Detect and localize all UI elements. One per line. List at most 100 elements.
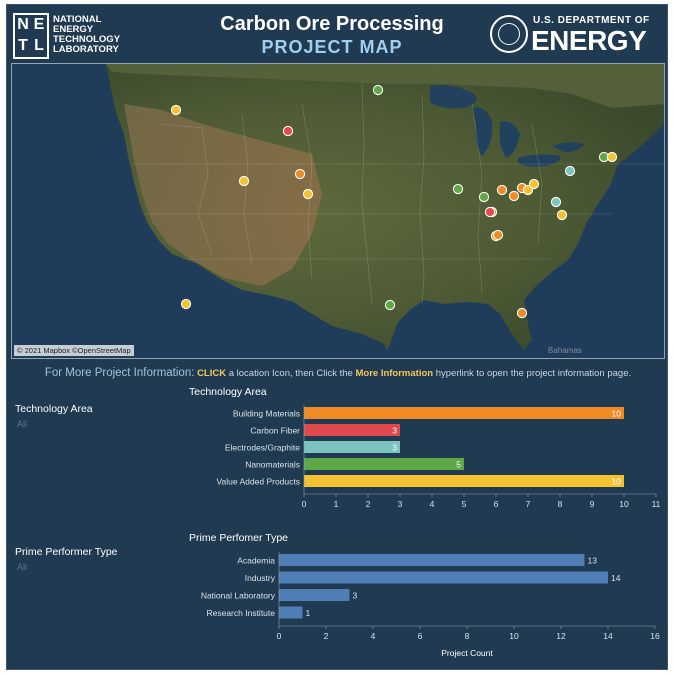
header: N E T L NATIONAL ENERGY TECHNOLOGY LABOR… — [7, 5, 669, 63]
netl-line: LABORATORY — [53, 44, 119, 55]
category-label: Academia — [237, 556, 275, 566]
info-lead: For More Project Information: — [44, 367, 195, 379]
location-marker[interactable] — [484, 206, 496, 218]
location-marker[interactable] — [556, 209, 568, 221]
tick-label: 2 — [324, 631, 329, 641]
place-label: Bahamas — [548, 346, 582, 355]
data-label: 10 — [612, 477, 622, 487]
doe-energy-label: ENERGY — [531, 25, 647, 56]
category-label: Building Materials — [233, 409, 300, 419]
bar[interactable] — [304, 424, 400, 436]
location-marker[interactable] — [522, 184, 534, 196]
data-label: 1 — [306, 608, 311, 618]
tech-chart-title: Technology Area — [189, 386, 267, 398]
map-attribution[interactable]: © 2021 Mapbox ©OpenStreetMap — [14, 345, 134, 356]
bar[interactable] — [279, 589, 350, 601]
doe-seal-icon — [490, 15, 528, 53]
tick-label: 0 — [277, 631, 282, 641]
tick-label: 1 — [334, 499, 339, 509]
tick-label: 2 — [366, 499, 371, 509]
bar[interactable] — [279, 571, 608, 584]
location-marker[interactable] — [170, 104, 182, 116]
location-marker[interactable] — [294, 168, 306, 180]
category-label: Value Added Products — [217, 477, 301, 487]
category-label: Industry — [245, 573, 276, 583]
tick-label: 7 — [526, 499, 531, 509]
location-marker[interactable] — [550, 196, 562, 208]
location-marker[interactable] — [302, 188, 314, 200]
category-label: Research Institute — [206, 608, 275, 618]
tick-label: 8 — [558, 499, 563, 509]
location-marker[interactable] — [238, 175, 250, 187]
bar[interactable] — [304, 441, 400, 453]
location-marker[interactable] — [180, 298, 192, 310]
category-label: National Laboratory — [201, 591, 276, 601]
location-marker[interactable] — [496, 184, 508, 196]
western-terrain — [124, 104, 322, 286]
state-borders — [132, 83, 664, 305]
location-marker[interactable] — [564, 165, 576, 177]
location-marker[interactable] — [508, 190, 520, 202]
location-marker[interactable] — [282, 125, 294, 137]
tick-label: 6 — [418, 631, 423, 641]
location-marker[interactable] — [528, 178, 540, 190]
marker-layer[interactable] — [170, 84, 618, 319]
tick-label: 10 — [619, 499, 629, 509]
location-marker[interactable] — [492, 229, 504, 241]
info-instructions: For More Project Information: CLICK a lo… — [7, 367, 669, 379]
netl-letter: L — [34, 37, 44, 54]
location-marker[interactable] — [478, 191, 490, 203]
data-label: 3 — [353, 591, 358, 601]
bar[interactable] — [304, 458, 464, 470]
tick-label: 4 — [430, 499, 435, 509]
map-canvas[interactable] — [12, 64, 664, 358]
location-marker[interactable] — [372, 84, 384, 96]
prime-performer-filter-label: Prime Performer Type — [15, 546, 118, 558]
location-marker[interactable] — [606, 151, 618, 163]
info-mid: a location Icon, then Click the — [226, 368, 356, 379]
bar[interactable] — [304, 407, 624, 419]
prime-performer-filter-value[interactable]: All — [17, 562, 28, 572]
bar[interactable] — [304, 475, 624, 487]
data-label: 3 — [392, 443, 397, 453]
tech-area-filter-value[interactable]: All — [17, 419, 28, 429]
data-label: 3 — [392, 426, 397, 436]
netl-letter: E — [33, 16, 45, 33]
project-map[interactable]: Bahamas © 2021 Mapbox ©OpenStreetMap — [11, 63, 665, 359]
data-label: 13 — [588, 556, 598, 566]
netl-line: NATIONAL — [53, 14, 102, 25]
netl-letter: T — [18, 37, 28, 54]
tick-label: 16 — [650, 631, 660, 641]
location-marker[interactable] — [452, 183, 464, 195]
tick-label: 11 — [652, 499, 661, 509]
tick-label: 5 — [462, 499, 467, 509]
bar[interactable] — [279, 554, 585, 566]
info-more: More Information — [355, 368, 434, 379]
info-click: CLICK — [197, 368, 227, 379]
tick-label: 6 — [494, 499, 499, 509]
tick-label: 12 — [556, 631, 566, 641]
tick-label: 0 — [302, 499, 307, 509]
tick-label: 3 — [398, 499, 403, 509]
bar[interactable] — [279, 606, 303, 619]
tick-label: 14 — [603, 631, 613, 641]
tech-area-filter-label: Technology Area — [15, 403, 93, 415]
location-marker[interactable] — [384, 299, 396, 311]
dashboard-frame: N E T L NATIONAL ENERGY TECHNOLOGY LABOR… — [6, 4, 668, 670]
location-marker[interactable] — [516, 307, 528, 319]
netl-line: TECHNOLOGY — [53, 34, 121, 45]
netl-logo: N E T L — [13, 13, 49, 59]
great-lakes — [430, 85, 584, 167]
tick-label: 4 — [371, 631, 376, 641]
tick-label: 8 — [465, 631, 470, 641]
netl-name: NATIONAL ENERGY TECHNOLOGY LABORATORY — [53, 15, 120, 55]
x-axis-label: Project Count — [441, 648, 493, 658]
canada-region — [106, 64, 664, 108]
doe-department-label: U.S. DEPARTMENT OF — [533, 15, 650, 26]
data-label: 5 — [456, 460, 461, 470]
gulf-of-mexico — [294, 302, 390, 358]
tick-label: 10 — [509, 631, 519, 641]
data-label: 10 — [612, 409, 622, 419]
